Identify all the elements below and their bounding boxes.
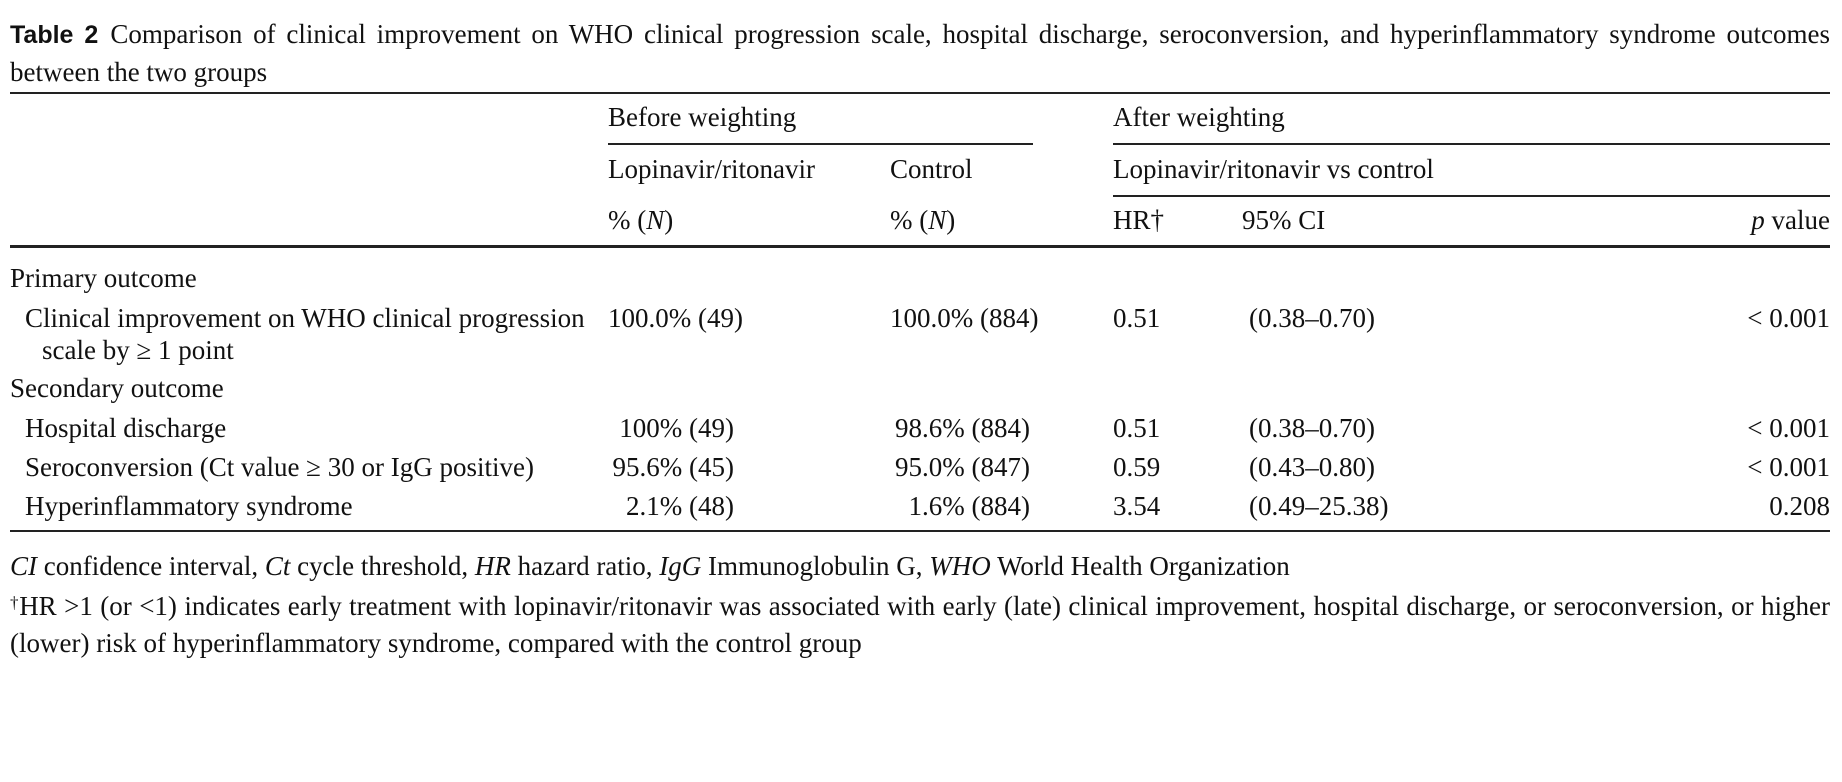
cell-ci: (0.38–0.70) — [1249, 413, 1375, 443]
cell-control: 95.0% (847) — [895, 452, 1030, 482]
cell-p: < 0.001 — [1747, 413, 1830, 443]
row-label-continued: scale by ≥ 1 point — [42, 335, 234, 365]
abbr-term: Ct — [264, 551, 291, 581]
ci-header: 95% CI — [1242, 205, 1326, 235]
cell-p: 0.208 — [1769, 491, 1830, 521]
pct-n-header-lpv: % (N) — [608, 202, 673, 238]
abbreviations-footnote: CI confidence interval, Ct cycle thresho… — [10, 551, 1290, 581]
pct-n-lpv-text: % (N) — [608, 205, 674, 235]
cell-lpv: 100% (49) — [619, 413, 734, 443]
hr-header: HR† — [1113, 205, 1165, 235]
lpv-vs-control-header: Lopinavir/ritonavir vs control — [1113, 154, 1434, 184]
after-weighting-header: After weighting — [1113, 102, 1285, 132]
abbr-definition: confidence interval — [43, 551, 252, 581]
section-primary: Primary outcome — [10, 263, 197, 293]
row-label: Clinical improvement on WHO clinical pro… — [25, 303, 585, 333]
cell-p: < 0.001 — [1747, 303, 1830, 333]
cell-ci: (0.49–25.38) — [1249, 491, 1389, 521]
section-secondary: Secondary outcome — [10, 373, 224, 403]
pct-n-control-text: % (N) — [890, 205, 956, 235]
cell-lpv: 95.6% (45) — [612, 452, 734, 482]
before-weighting-header: Before weighting — [608, 102, 797, 132]
cell-control: 98.6% (884) — [895, 413, 1030, 443]
cell-lpv: 2.1% (48) — [626, 491, 734, 521]
abbr-definition: hazard ratio — [517, 551, 646, 581]
cell-control: 1.6% (884) — [908, 491, 1030, 521]
lopinavir-header: Lopinavir/ritonavir — [608, 154, 815, 184]
table-title: Comparison of clinical improvement on WH… — [10, 19, 1830, 87]
control-header: Control — [890, 154, 973, 184]
abbr-term: WHO — [929, 551, 991, 581]
cell-lpv: 100.0% (49) — [608, 303, 743, 333]
cell-hr: 0.51 — [1113, 303, 1161, 333]
abbr-term: CI — [10, 551, 37, 581]
abbr-definition: Immunoglobulin G — [708, 551, 916, 581]
cell-hr: 3.54 — [1113, 491, 1161, 521]
before-weighting-rule — [608, 143, 1033, 145]
pct-n-header-control: % (N) — [890, 202, 955, 238]
dagger-footnote: †HR >1 (or <1) indicates early treatment… — [10, 588, 1830, 662]
abbr-definition: cycle threshold — [297, 551, 462, 581]
header-bottom-rule — [10, 245, 1830, 248]
abbr-term: IgG — [659, 551, 702, 581]
abbr-definition: World Health Organization — [997, 551, 1290, 581]
table-caption: Table 2 Comparison of clinical improvemen… — [10, 16, 1830, 91]
row-label: Seroconversion (Ct value ≥ 30 or IgG pos… — [25, 452, 534, 482]
lpv-vs-control-rule — [1113, 195, 1830, 197]
cell-hr: 0.59 — [1113, 452, 1161, 482]
bottom-rule — [10, 530, 1830, 532]
after-weighting-rule — [1113, 143, 1830, 145]
table-label: Table 2 — [10, 21, 99, 49]
cell-ci: (0.43–0.80) — [1249, 452, 1375, 482]
row-label: Hyperinflammatory syndrome — [25, 491, 353, 521]
cell-hr: 0.51 — [1113, 413, 1161, 443]
cell-control: 100.0% (884) — [890, 303, 1039, 333]
row-label: Hospital discharge — [25, 413, 227, 443]
cell-p: < 0.001 — [1747, 452, 1830, 482]
dagger-mark: † — [10, 593, 20, 612]
abbr-term: HR — [474, 551, 511, 581]
dagger-footnote-text: HR >1 (or <1) indicates early treatment … — [10, 591, 1830, 658]
cell-ci: (0.38–0.70) — [1249, 303, 1375, 333]
p-value-header: p value — [1751, 205, 1830, 235]
top-rule — [10, 92, 1830, 94]
